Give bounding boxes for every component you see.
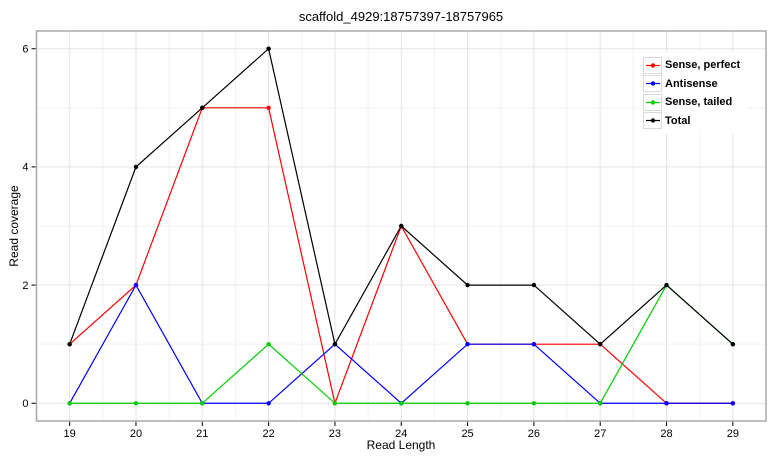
chart-title: scaffold_4929:18757397-18757965 <box>298 9 504 24</box>
legend-entry-sense-perfect: Sense, perfect <box>643 56 740 75</box>
legend-key-antisense <box>643 75 662 93</box>
data-point-sense-tailed <box>332 401 338 406</box>
legend-entry-antisense: Antisense <box>643 75 740 94</box>
data-point-total <box>531 282 537 288</box>
x-axis-title: Read Length <box>366 438 436 452</box>
data-point-antisense <box>133 282 139 288</box>
data-point-antisense <box>664 401 669 406</box>
data-point-antisense <box>531 341 537 347</box>
data-point-sense-perfect <box>266 105 271 111</box>
legend-key-sense-tailed <box>643 93 662 111</box>
legend-key-sense-perfect <box>643 56 662 74</box>
data-point-total <box>133 164 139 170</box>
x-tick-label: 23 <box>329 428 341 440</box>
data-point-antisense <box>730 401 736 406</box>
data-point-total <box>465 282 470 288</box>
x-tick-label: 24 <box>395 428 407 440</box>
x-tick-label: 27 <box>594 428 606 440</box>
data-point-antisense <box>465 341 470 347</box>
legend-key-point <box>650 100 656 105</box>
legend-entry-total: Total <box>643 112 740 131</box>
x-tick-label: 29 <box>727 428 739 440</box>
x-tick-label: 28 <box>660 428 672 440</box>
y-tick-label: 0 <box>22 398 28 410</box>
panel-border <box>35 30 767 422</box>
data-point-sense-tailed <box>67 401 72 406</box>
x-tick-label: 26 <box>528 428 540 440</box>
data-point-total <box>598 341 603 347</box>
series-total <box>67 46 736 347</box>
x-tick-label: 22 <box>262 428 274 440</box>
legend-key-point <box>650 118 656 123</box>
legend-key-point <box>650 63 656 68</box>
data-point-sense-tailed <box>465 401 470 406</box>
data-point-antisense <box>266 401 271 406</box>
data-point-total <box>730 341 736 347</box>
data-point-sense-tailed <box>531 401 537 406</box>
legend-key-total <box>643 112 662 130</box>
data-point-sense-tailed <box>133 401 139 406</box>
axis-ticks <box>31 48 734 426</box>
data-point-total <box>399 223 404 229</box>
data-point-sense-tailed <box>200 401 205 406</box>
legend-entry-sense-tailed: Sense, tailed <box>643 93 740 112</box>
x-tick-label: 21 <box>196 428 208 440</box>
x-tick-label: 20 <box>130 428 142 440</box>
legend-label: Total <box>665 114 691 127</box>
data-point-sense-tailed <box>266 341 271 347</box>
x-tick-label: 25 <box>461 428 473 440</box>
data-point-total <box>266 46 271 51</box>
legend-label: Antisense <box>665 77 718 90</box>
data-point-total <box>664 282 669 288</box>
data-point-total <box>67 341 72 347</box>
y-tick-label: 6 <box>22 43 28 55</box>
data-point-total <box>332 341 338 347</box>
legend-key-point <box>650 81 656 86</box>
data-point-sense-tailed <box>598 401 603 406</box>
y-tick-label: 2 <box>22 280 28 292</box>
data-point-sense-tailed <box>399 401 404 406</box>
x-tick-label: 19 <box>64 428 76 440</box>
y-tick-label: 4 <box>22 162 28 174</box>
legend-label: Sense, tailed <box>665 96 733 109</box>
legend: Sense, perfect Antisense Sense, tailed Tota… <box>637 52 748 134</box>
data-point-total <box>200 105 205 111</box>
legend-label: Sense, perfect <box>665 59 741 72</box>
